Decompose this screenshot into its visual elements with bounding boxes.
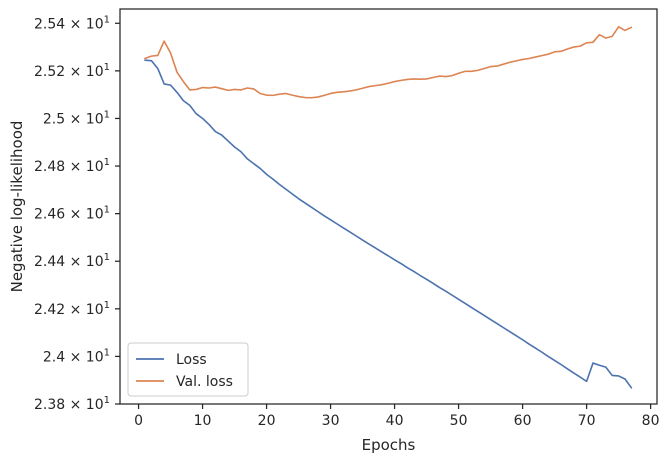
- y-tick-label: 2.48 × 101: [34, 157, 110, 175]
- legend-box: [127, 342, 249, 397]
- y-tick-base: 10: [86, 16, 104, 32]
- x-tick-label: 20: [258, 413, 276, 429]
- y-tick-base: 10: [86, 159, 104, 175]
- y-tick-exponent: 1: [104, 62, 110, 73]
- x-tick-label: 0: [134, 413, 143, 429]
- series-line-loss: [144, 59, 633, 389]
- y-tick-mantissa: 2.44: [34, 254, 65, 270]
- plot-frame: [119, 8, 658, 405]
- y-tick-label: 2.38 × 101: [34, 395, 110, 413]
- x-tick-label: 30: [322, 413, 340, 429]
- series-layer: [144, 26, 633, 389]
- y-tick-label: 2.52 × 101: [34, 62, 110, 80]
- y-tick-exponent: 1: [104, 347, 110, 358]
- x-axis-ticks: 0 10 20 30 40 50 60 70 80: [134, 404, 660, 429]
- y-tick-mantissa: 2.42: [34, 302, 65, 318]
- y-tick-base: 10: [86, 349, 104, 365]
- y-tick-label: 2.4 × 101: [43, 347, 110, 365]
- y-tick-mantissa: 2.54: [34, 16, 65, 32]
- legend: Loss Val. loss: [127, 342, 249, 397]
- y-tick-mantissa: 2.52: [34, 64, 65, 80]
- y-tick-exponent: 1: [104, 205, 110, 216]
- series-line-val-loss: [144, 26, 633, 99]
- legend-label: Loss: [176, 352, 207, 368]
- y-tick-exponent: 1: [104, 395, 110, 406]
- x-tick-label: 70: [578, 413, 596, 429]
- y-tick-label: 2.46 × 101: [34, 205, 110, 223]
- y-tick-exponent: 1: [104, 109, 110, 120]
- y-tick-base: 10: [86, 302, 104, 318]
- y-tick-label: 2.44 × 101: [34, 252, 110, 270]
- x-tick-label: 40: [386, 413, 404, 429]
- x-tick-label: 60: [514, 413, 532, 429]
- x-axis-label: Epochs: [362, 436, 416, 454]
- y-tick-exponent: 1: [104, 157, 110, 168]
- y-tick-exponent: 1: [104, 300, 110, 311]
- y-tick-exponent: 1: [104, 14, 110, 25]
- y-tick-mantissa: 2.4: [43, 349, 65, 365]
- y-tick-label: 2.5 × 101: [43, 109, 110, 127]
- y-tick-base: 10: [86, 254, 104, 270]
- y-tick-mantissa: 2.38: [34, 397, 65, 413]
- x-tick-label: 50: [450, 413, 468, 429]
- y-tick-label: 2.54 × 101: [34, 14, 110, 32]
- y-tick-base: 10: [86, 397, 104, 413]
- y-tick-base: 10: [86, 111, 104, 127]
- x-tick-label: 80: [642, 413, 660, 429]
- y-tick-mantissa: 2.5: [43, 111, 65, 127]
- y-tick-base: 10: [86, 207, 104, 223]
- y-tick-mantissa: 2.46: [34, 207, 65, 223]
- y-tick-base: 10: [86, 64, 104, 80]
- x-tick-label: 10: [194, 413, 212, 429]
- y-tick-mantissa: 2.48: [34, 159, 65, 175]
- y-axis-label: Negative log-likelihood: [8, 121, 26, 293]
- y-tick-label: 2.42 × 101: [34, 300, 110, 318]
- legend-label: Val. loss: [176, 374, 233, 390]
- y-tick-exponent: 1: [104, 252, 110, 263]
